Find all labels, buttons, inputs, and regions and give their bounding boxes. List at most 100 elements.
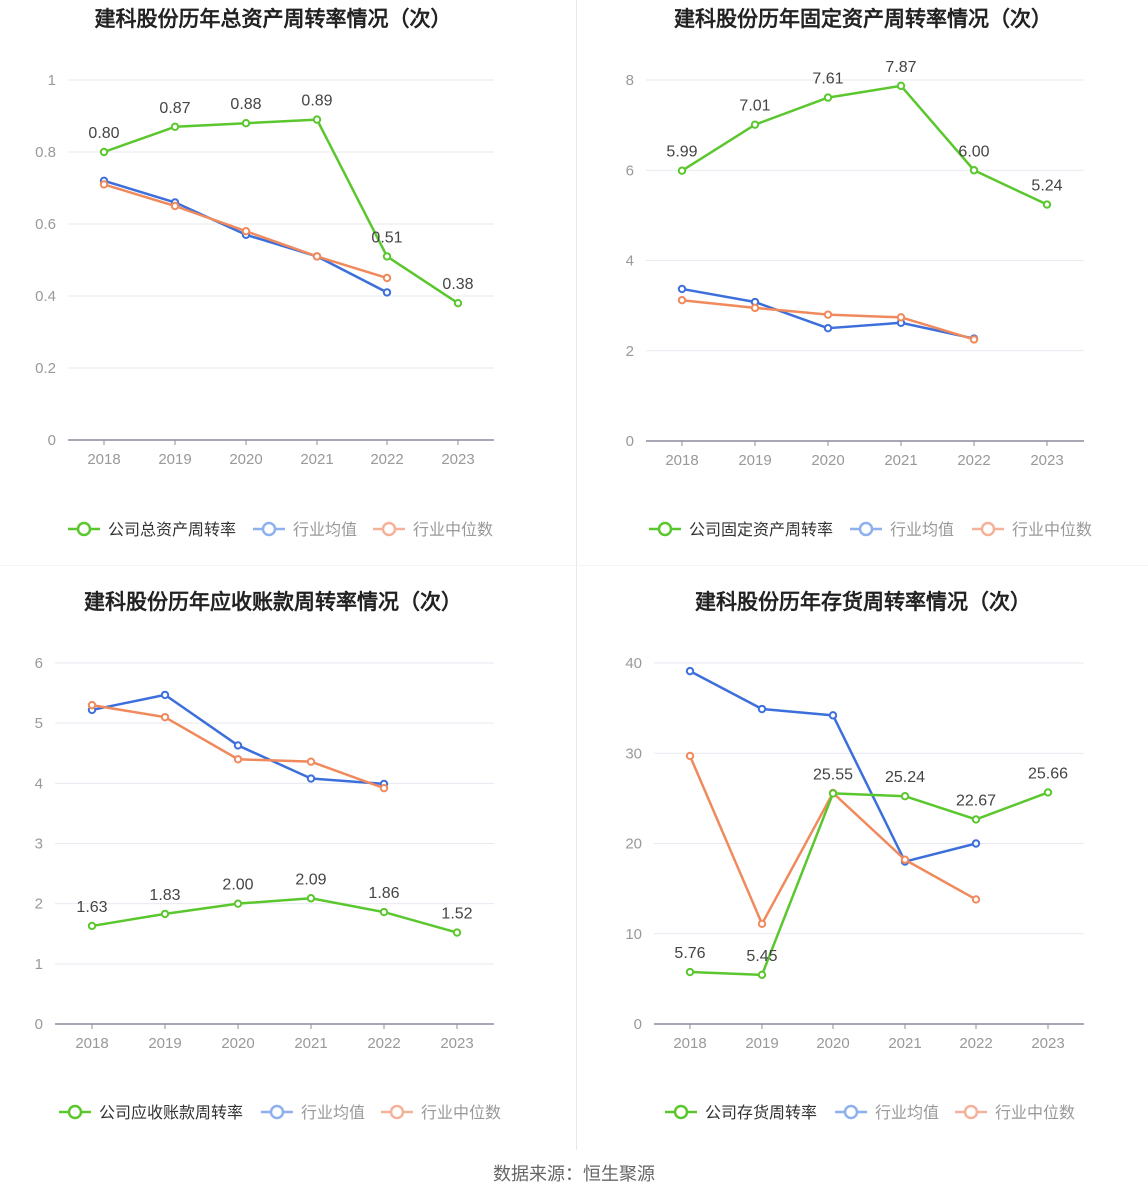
data-point-company (750, 120, 760, 129)
legend-item-median: 行业中位数 (972, 520, 1092, 539)
data-point-median (900, 855, 910, 864)
data-point-avg (823, 323, 833, 333)
chart-title: 建科股份历年存货周转率情况（次） (695, 590, 1031, 614)
y-tick-label: 10 (625, 926, 642, 943)
data-point-avg (382, 288, 392, 297)
x-tick-label: 2023 (1031, 1035, 1064, 1052)
chart-panel-3: 建科股份历年应收账款周转率情况（次） 0 1 2 3 4 5 6 2018 2019 2020 202… (35, 590, 501, 1122)
data-label: 7.87 (885, 59, 916, 76)
y-tick-label: 2 (626, 343, 634, 360)
legend-marker (269, 1104, 285, 1120)
data-point-company (823, 93, 833, 102)
data-point-company (87, 921, 97, 931)
data-point-avg (757, 704, 767, 714)
data-point-median (971, 895, 981, 904)
legend-label: 公司应收账款周转率 (99, 1103, 243, 1122)
data-point-avg (971, 839, 981, 848)
legend-item-company: 公司存货周转率 (665, 1103, 817, 1122)
y-tick-label: 4 (35, 775, 43, 792)
y-tick-label: 2 (35, 896, 43, 913)
legend-item-company: 公司应收账款周转率 (59, 1103, 243, 1122)
x-tick-label: 2021 (294, 1035, 327, 1052)
data-point-company (1043, 788, 1053, 797)
legend-item-avg: 行业均值 (261, 1103, 365, 1122)
data-label: 7.01 (739, 98, 770, 115)
x-tick-label: 2019 (738, 452, 771, 469)
data-point-median (99, 180, 109, 189)
series-line-avg (91, 693, 385, 786)
series-line-company (689, 791, 1049, 977)
legend-marker (673, 1104, 689, 1120)
legend-marker (657, 521, 673, 537)
legend-label: 公司存货周转率 (705, 1103, 817, 1122)
series-line-company (103, 118, 459, 305)
y-tick-label: 40 (625, 655, 642, 672)
legend-item-median: 行业中位数 (381, 1103, 501, 1122)
data-label: 2.09 (295, 871, 326, 888)
y-tick-label: 1 (48, 72, 56, 89)
data-point-median (87, 700, 97, 710)
y-tick-label: 0 (634, 1016, 642, 1033)
data-point-company (900, 792, 910, 801)
data-label: 0.88 (230, 96, 261, 113)
data-label: 5.24 (1031, 178, 1062, 195)
legend-marker (843, 1104, 859, 1120)
x-tick-label: 2020 (816, 1035, 849, 1052)
chart-title: 建科股份历年固定资产周转率情况（次） (674, 7, 1052, 31)
data-label: 25.24 (885, 769, 925, 786)
data-label: 1.83 (149, 887, 180, 904)
series-line-company (91, 897, 458, 934)
data-label: 0.89 (301, 93, 332, 110)
legend-label: 行业均值 (301, 1103, 365, 1122)
x-tick-label: 2020 (221, 1035, 254, 1052)
x-tick-label: 2023 (1030, 452, 1063, 469)
data-label: 7.61 (812, 71, 843, 88)
data-point-company (452, 928, 462, 937)
data-point-company (685, 967, 695, 977)
legend-label: 行业中位数 (995, 1103, 1075, 1122)
legend-item-median: 行业中位数 (955, 1103, 1075, 1122)
data-point-company (896, 81, 906, 91)
y-tick-label: 6 (626, 162, 634, 179)
data-label: 0.51 (371, 229, 402, 246)
data-label: 5.45 (746, 948, 777, 965)
data-label: 25.55 (813, 766, 853, 783)
x-tick-label: 2018 (673, 1035, 706, 1052)
x-tick-label: 2023 (440, 1035, 473, 1052)
data-point-avg (677, 284, 687, 294)
data-point-company (99, 147, 109, 157)
data-point-avg (306, 774, 316, 783)
data-label: 1.63 (76, 899, 107, 916)
data-point-median (969, 335, 979, 344)
legend-label: 公司固定资产周转率 (689, 520, 833, 539)
y-tick-label: 20 (625, 836, 642, 853)
data-point-median (233, 755, 243, 764)
x-tick-label: 2021 (300, 451, 333, 468)
data-point-company (971, 815, 981, 824)
legend-item-median: 行业中位数 (373, 520, 493, 539)
data-label: 0.38 (442, 276, 473, 293)
chart-panel-1: 建科股份历年总资产周转率情况（次） 0 0.2 0.4 0.6 0.8 1 2018 2019 2… (35, 7, 494, 539)
legend-marker (858, 521, 874, 537)
legend-item-avg: 行业均值 (835, 1103, 939, 1122)
x-tick-label: 2020 (811, 452, 844, 469)
data-point-company (312, 115, 322, 124)
legend-item-avg: 行业均值 (850, 520, 954, 539)
data-point-median (896, 313, 906, 322)
legend-marker (261, 521, 277, 537)
data-source: 数据来源：恒生聚源 (493, 1164, 655, 1185)
x-tick-label: 2019 (745, 1035, 778, 1052)
x-tick-label: 2018 (87, 451, 120, 468)
data-point-median (241, 227, 251, 236)
y-tick-label: 0.2 (35, 360, 56, 377)
y-tick-label: 1 (35, 956, 43, 973)
chart-panel-2: 建科股份历年固定资产周转率情况（次） 0 2 4 6 8 2018 2019 2020 2021 2… (626, 7, 1092, 539)
data-point-company (233, 899, 243, 908)
data-point-company (379, 907, 389, 917)
data-label: 6.00 (958, 143, 989, 160)
data-point-company (828, 789, 838, 798)
y-tick-label: 0 (626, 433, 634, 450)
data-point-median (312, 252, 322, 261)
y-tick-label: 0.6 (35, 216, 56, 233)
legend-item-avg: 行业均值 (253, 520, 357, 539)
